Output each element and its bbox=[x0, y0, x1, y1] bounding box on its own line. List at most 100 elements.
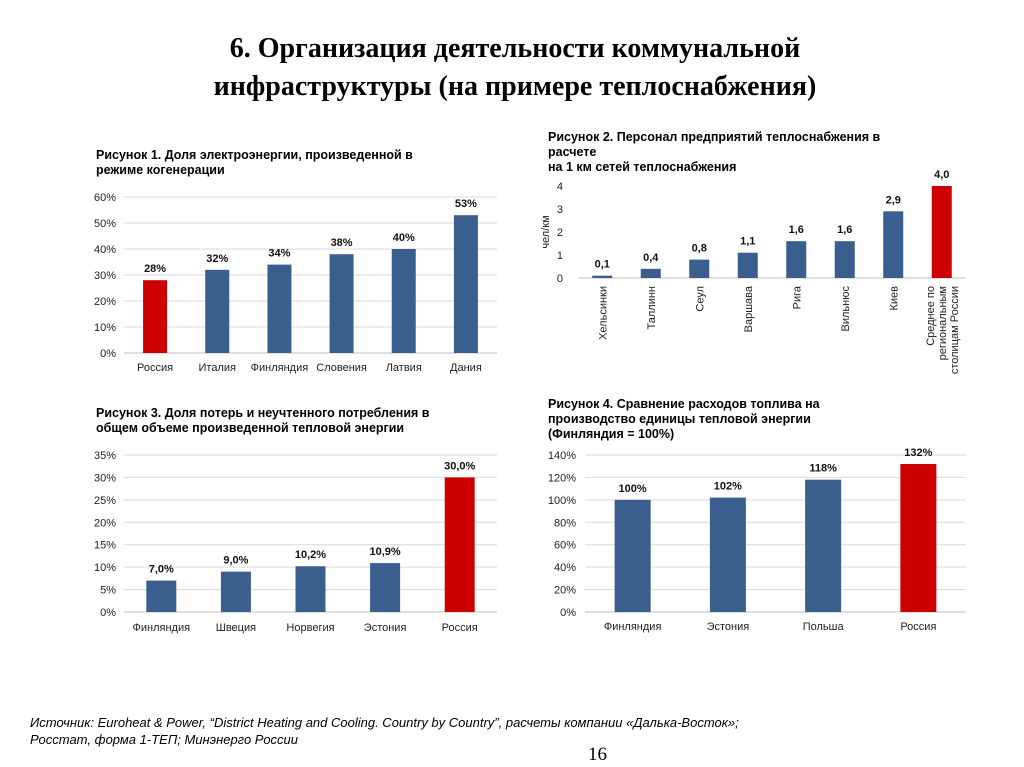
fig3-value-label-1: 9,0% bbox=[223, 555, 248, 567]
fig4-title-line-2: производство единицы тепловой энергии bbox=[548, 412, 811, 426]
fig1-category-label-3: Словения bbox=[316, 362, 367, 374]
fig3-ytick-label: 15% bbox=[94, 540, 116, 552]
fig2-value-label-3: 1,1 bbox=[740, 236, 755, 248]
fig3-ytick-label: 5% bbox=[100, 585, 116, 597]
fig1-category-label-0: Россия bbox=[137, 362, 173, 374]
fig2-ytick-label: 3 bbox=[557, 204, 563, 216]
slide-title-line-2: инфраструктуры (на примере теплоснабжени… bbox=[213, 71, 817, 102]
fig2-category-label-line: Варшава bbox=[743, 285, 755, 332]
fig2-category-label-line: Киев bbox=[888, 286, 900, 311]
fig3-title-line-1: Рисунок 3. Доля потерь и неучтенного пот… bbox=[96, 406, 430, 420]
fig3-value-label-0: 7,0% bbox=[149, 564, 174, 576]
slide-title: 6. Организация деятельности коммунальной… bbox=[60, 30, 970, 106]
fig2-value-label-5: 1,6 bbox=[837, 224, 852, 236]
fig2-bar-1 bbox=[640, 268, 661, 278]
fig1-ytick-label: 60% bbox=[94, 192, 116, 204]
fig4-ytick-label: 140% bbox=[548, 450, 576, 462]
fig3-category-label-3: Эстония bbox=[364, 622, 407, 634]
fig3-title-line-2: общем объеме произведенной тепловой энер… bbox=[96, 421, 405, 435]
fig2-category-label-line: Сеул bbox=[694, 286, 706, 312]
fig4-category-label-1: Эстония bbox=[707, 621, 750, 633]
fig2-value-label-4: 1,6 bbox=[789, 224, 804, 236]
fig4-bar-2 bbox=[805, 479, 842, 612]
fig2-ytick-label: 0 bbox=[557, 273, 563, 285]
fig3-title: Рисунок 3. Доля потерь и неучтенного пот… bbox=[96, 406, 516, 436]
fig1-bar-5 bbox=[453, 215, 478, 353]
fig2-value-label-1: 0,4 bbox=[643, 252, 659, 264]
fig1-bar-3 bbox=[329, 254, 354, 353]
fig2-ytick-label: 4 bbox=[557, 181, 563, 193]
fig1-title: Рисунок 1. Доля электроэнергии, произвед… bbox=[96, 148, 496, 178]
fig1-category-label-1: Италия bbox=[199, 362, 237, 374]
fig4-bar-1 bbox=[709, 497, 746, 612]
fig4-category-label-3: Россия bbox=[900, 621, 936, 633]
fig1-title-line-2: режиме когенерации bbox=[96, 163, 225, 177]
fig3-bar-3 bbox=[370, 563, 401, 612]
fig3-value-label-3: 10,9% bbox=[369, 546, 400, 558]
fig2-ytick-label: 1 bbox=[557, 250, 563, 262]
fig2-bar-6 bbox=[883, 211, 904, 278]
fig3-category-label-1: Швеция bbox=[216, 622, 256, 634]
fig3-ytick-label: 20% bbox=[94, 517, 116, 529]
source-line-1: Источник: Euroheat & Power, “District He… bbox=[30, 715, 739, 730]
fig4-value-label-0: 100% bbox=[619, 483, 647, 495]
fig1-ytick-label: 10% bbox=[94, 322, 116, 334]
fig2-category-label-6: Киев bbox=[888, 286, 900, 311]
fig1-value-label-3: 38% bbox=[331, 237, 353, 249]
fig1-value-label-5: 53% bbox=[455, 198, 477, 210]
fig2-bar-0 bbox=[592, 275, 613, 278]
slide-title-line-1: 6. Организация деятельности коммунальной bbox=[229, 33, 801, 64]
fig4-ytick-label: 40% bbox=[554, 562, 576, 574]
fig2-category-label-1: Таллинн bbox=[646, 286, 658, 329]
fig4-title-line-3: (Финляндия = 100%) bbox=[548, 427, 675, 441]
fig3-category-label-4: Россия bbox=[442, 622, 478, 634]
fig1-bar-2 bbox=[267, 264, 292, 353]
fig1-ytick-label: 0% bbox=[100, 348, 116, 360]
fig3-bar-0 bbox=[146, 580, 177, 612]
fig3-value-label-2: 10,2% bbox=[295, 549, 326, 561]
fig1-bar-1 bbox=[205, 269, 230, 353]
fig3-ytick-label: 0% bbox=[100, 607, 116, 619]
fig4-ytick-label: 20% bbox=[554, 585, 576, 597]
fig2-category-label-3: Варшава bbox=[743, 285, 755, 332]
fig2-category-label-7: Среднее по региональным столицам России bbox=[925, 286, 961, 374]
fig2-category-label-line: Рига bbox=[791, 285, 803, 309]
fig1-title-line-1: Рисунок 1. Доля электроэнергии, произвед… bbox=[96, 148, 413, 162]
fig3-category-label-0: Финляндия bbox=[133, 622, 191, 634]
fig2-category-label-line: Таллинн bbox=[646, 286, 658, 329]
source-line-2: Росстат, форма 1-ТЕП; Минэнерго России bbox=[30, 732, 299, 747]
fig4-title: Рисунок 4. Сравнение расходов топлива на… bbox=[548, 397, 968, 442]
fig1-category-label-4: Латвия bbox=[386, 362, 422, 374]
fig4-category-label-0: Финляндия bbox=[604, 621, 662, 633]
fig3-category-label-2: Норвегия bbox=[286, 622, 334, 634]
fig2-category-label-2: Сеул bbox=[694, 286, 706, 312]
fig2-category-label-line: Среднее по bbox=[925, 286, 937, 346]
fig2-title-line-1: Рисунок 2. Персонал предприятий теплосна… bbox=[548, 130, 881, 144]
fig2-ytick-label: 2 bbox=[557, 227, 563, 239]
fig2-category-label-5: Вильнюс bbox=[840, 286, 852, 332]
fig1-value-label-2: 34% bbox=[268, 248, 290, 260]
fig3-bar-2 bbox=[295, 566, 326, 612]
fig2-category-label-4: Рига bbox=[791, 285, 803, 309]
fig1-bar-0 bbox=[143, 280, 168, 353]
fig4-category-label-2: Польша bbox=[803, 621, 845, 633]
fig2-value-label-2: 0,8 bbox=[692, 243, 707, 255]
fig2-bar-4 bbox=[786, 241, 807, 278]
fig1-value-label-1: 32% bbox=[206, 253, 228, 265]
fig3-ytick-label: 25% bbox=[94, 495, 116, 507]
fig4-bar-0 bbox=[614, 499, 651, 612]
fig2-value-label-7: 4,0 bbox=[934, 169, 949, 181]
fig3-ytick-label: 35% bbox=[94, 450, 116, 462]
fig2-title-line-3: на 1 км сетей теплоснабжения bbox=[548, 160, 737, 174]
fig2-y-axis-label: чел/км bbox=[540, 215, 552, 248]
fig3-bar-4 bbox=[444, 477, 475, 612]
fig2-title: Рисунок 2. Персонал предприятий теплосна… bbox=[548, 130, 968, 175]
fig2-bar-5 bbox=[834, 241, 855, 278]
fig1-value-label-0: 28% bbox=[144, 263, 166, 275]
fig4-ytick-label: 120% bbox=[548, 472, 576, 484]
fig3-bar-1 bbox=[220, 571, 251, 612]
fig4-ytick-label: 60% bbox=[554, 540, 576, 552]
